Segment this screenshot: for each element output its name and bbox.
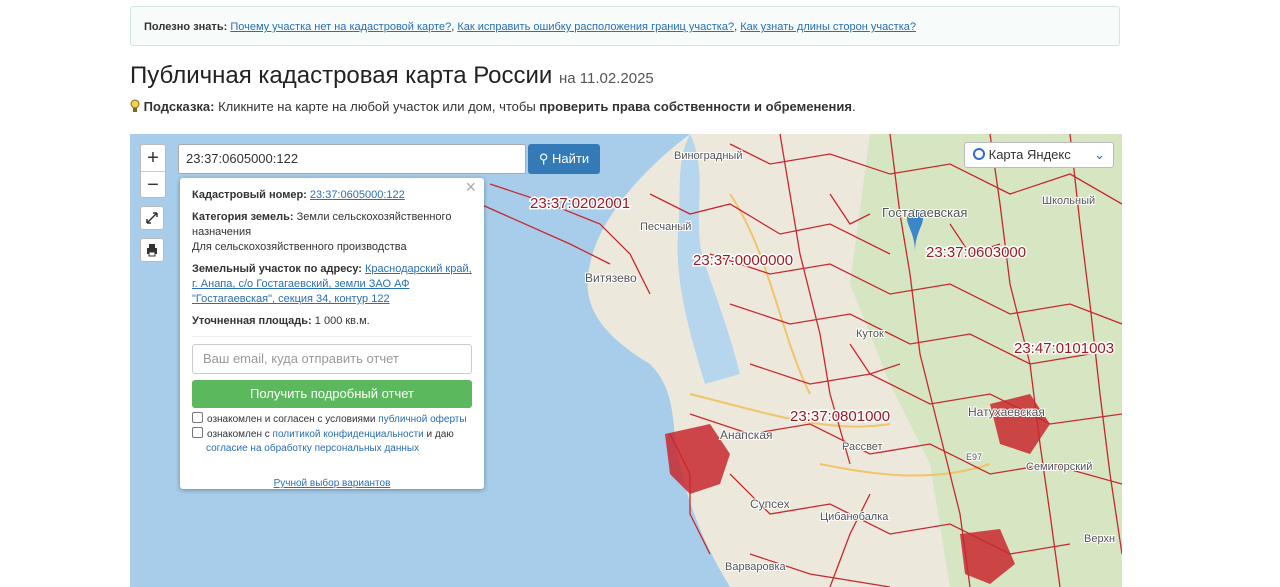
marker — [907, 209, 923, 252]
hint-bold: проверить права собственности и обремене… — [539, 99, 852, 114]
text: ознакомлен с — [207, 429, 270, 440]
zoom-in[interactable]: + — [141, 145, 165, 172]
text: и даю — [426, 429, 454, 440]
place: Куток — [856, 328, 884, 340]
link[interactable]: согласие на обработку персональных данны… — [206, 443, 420, 454]
label: Кадастровый номер: — [192, 189, 307, 201]
info-link[interactable]: Как узнать длины сторон участка? — [740, 21, 917, 33]
bulb-icon — [130, 99, 140, 112]
radio — [973, 148, 985, 160]
email-input[interactable]: Ваш email, куда отправить отчет — [192, 344, 472, 374]
place: E97 — [966, 452, 982, 462]
lagoon — [677, 134, 740, 384]
hint-label: Подсказка: — [143, 99, 215, 114]
parcel-popup: × Кадастровый номер: 23:37:0605000:122 К… — [180, 178, 484, 489]
quarter-labels: 23:37:0202001 23:37:0000000 23:37:060300… — [529, 194, 1116, 427]
road — [689, 193, 991, 477]
text: ознакомлен и согласен с условиями — [207, 414, 376, 425]
quarter-label: 23:47:0101003 — [1014, 340, 1114, 357]
category: Земли сельскохозяйственного назначения — [192, 211, 452, 238]
place: Анапская — [720, 428, 773, 442]
quarter-label: 23:37:0603000 — [926, 244, 1026, 261]
title: Публичная кадастровая карта России — [130, 62, 553, 89]
search-input[interactable]: 23:37:0605000:122 — [178, 144, 526, 174]
sep: , — [734, 21, 738, 33]
info-box: Полезно знать: Почему участка нет на кад… — [130, 6, 1120, 46]
place-labels: Виноградный Гостагаевская Песчаный Витяз… — [584, 149, 1116, 574]
place: Песчаный — [640, 221, 691, 233]
info-label: Полезно знать: — [144, 21, 228, 33]
quarter-label: 23:37:0801000 — [790, 408, 890, 425]
manual-row: Ручной выбор вариантов — [192, 476, 472, 491]
place: Натухаевская — [968, 405, 1045, 419]
place: Верхн — [1084, 533, 1115, 545]
link[interactable]: публичной оферты — [378, 414, 467, 425]
place: Цибанобалка — [820, 511, 889, 523]
hint-end: . — [851, 99, 856, 114]
place: Школьный — [1042, 195, 1095, 207]
place: Витязево — [585, 271, 637, 285]
date: на 11.02.2025 — [559, 70, 654, 87]
place: Варваровка — [725, 561, 787, 573]
layer-select[interactable]: Карта Яндекс ⌄ — [964, 142, 1114, 168]
place: Семигорский — [1026, 461, 1092, 473]
settlements — [665, 394, 1050, 584]
search-button[interactable]: ⚲ Найти — [528, 144, 600, 174]
place: Виноградный — [674, 150, 742, 162]
cad-number[interactable]: 23:37:0605000:122 — [309, 189, 405, 201]
checkbox[interactable] — [192, 412, 203, 423]
zoom-out[interactable]: − — [147, 174, 159, 196]
quarter-label: 23:37:0000000 — [693, 252, 793, 269]
fullscreen-button[interactable] — [140, 206, 164, 230]
label: Уточненная площадь: — [192, 315, 312, 327]
label: Земельный участок по адресу: — [192, 263, 362, 275]
forest — [850, 134, 1122, 587]
hint-text: Кликните на карте на любой участок или д… — [218, 99, 536, 114]
checkbox-row: ознакомлен с политикой конфиденциальност… — [192, 427, 472, 456]
place: Гостагаевская — [882, 205, 967, 220]
search-button-text: Найти — [552, 151, 590, 166]
report-button[interactable]: Получить подробный отчет — [192, 380, 472, 408]
place: Супсех — [750, 497, 790, 511]
info-link[interactable]: Почему участка нет на кадастровой карте? — [230, 21, 452, 33]
label: Категория земель: — [192, 211, 294, 223]
place: Рассвет — [842, 441, 883, 453]
quarter-label: 23:37:0202001 — [530, 195, 630, 212]
address[interactable]: Краснодарский край, г. Анапа, с/о Гостаг… — [192, 263, 472, 305]
checkbox-row: ознакомлен и согласен с условиями публич… — [192, 412, 472, 427]
close-button[interactable]: × — [465, 177, 476, 197]
hint: Подсказка: Кликните на карте на любой уч… — [130, 99, 856, 114]
map[interactable]: 23:37:0202001 23:37:0000000 23:37:060300… — [130, 134, 1122, 587]
print-button[interactable] — [140, 238, 164, 262]
title-block: Публичная кадастровая карта России на 11… — [130, 62, 654, 90]
info-link[interactable]: Как исправить ошибку расположения границ… — [457, 21, 735, 33]
zoom-control: + − — [140, 144, 166, 198]
checkbox[interactable] — [192, 427, 203, 438]
link[interactable]: политикой конфиденциальности — [272, 429, 424, 440]
chevron: ⌄ — [1094, 147, 1105, 162]
usage: Для сельскохозяйственного производства — [192, 241, 407, 253]
area: 1 000 кв.м. — [314, 315, 370, 327]
manual-link[interactable]: Ручной выбор вариантов — [273, 478, 391, 489]
layer-name: Карта Яндекс — [988, 147, 1071, 162]
sep: , — [451, 21, 455, 33]
